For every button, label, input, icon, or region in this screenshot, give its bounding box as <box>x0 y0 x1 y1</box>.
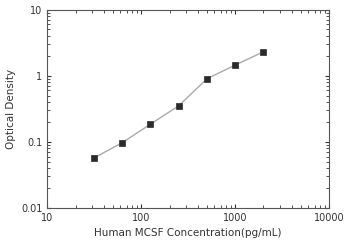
X-axis label: Human MCSF Concentration(pg/mL): Human MCSF Concentration(pg/mL) <box>94 228 282 238</box>
Y-axis label: Optical Density: Optical Density <box>6 69 15 149</box>
